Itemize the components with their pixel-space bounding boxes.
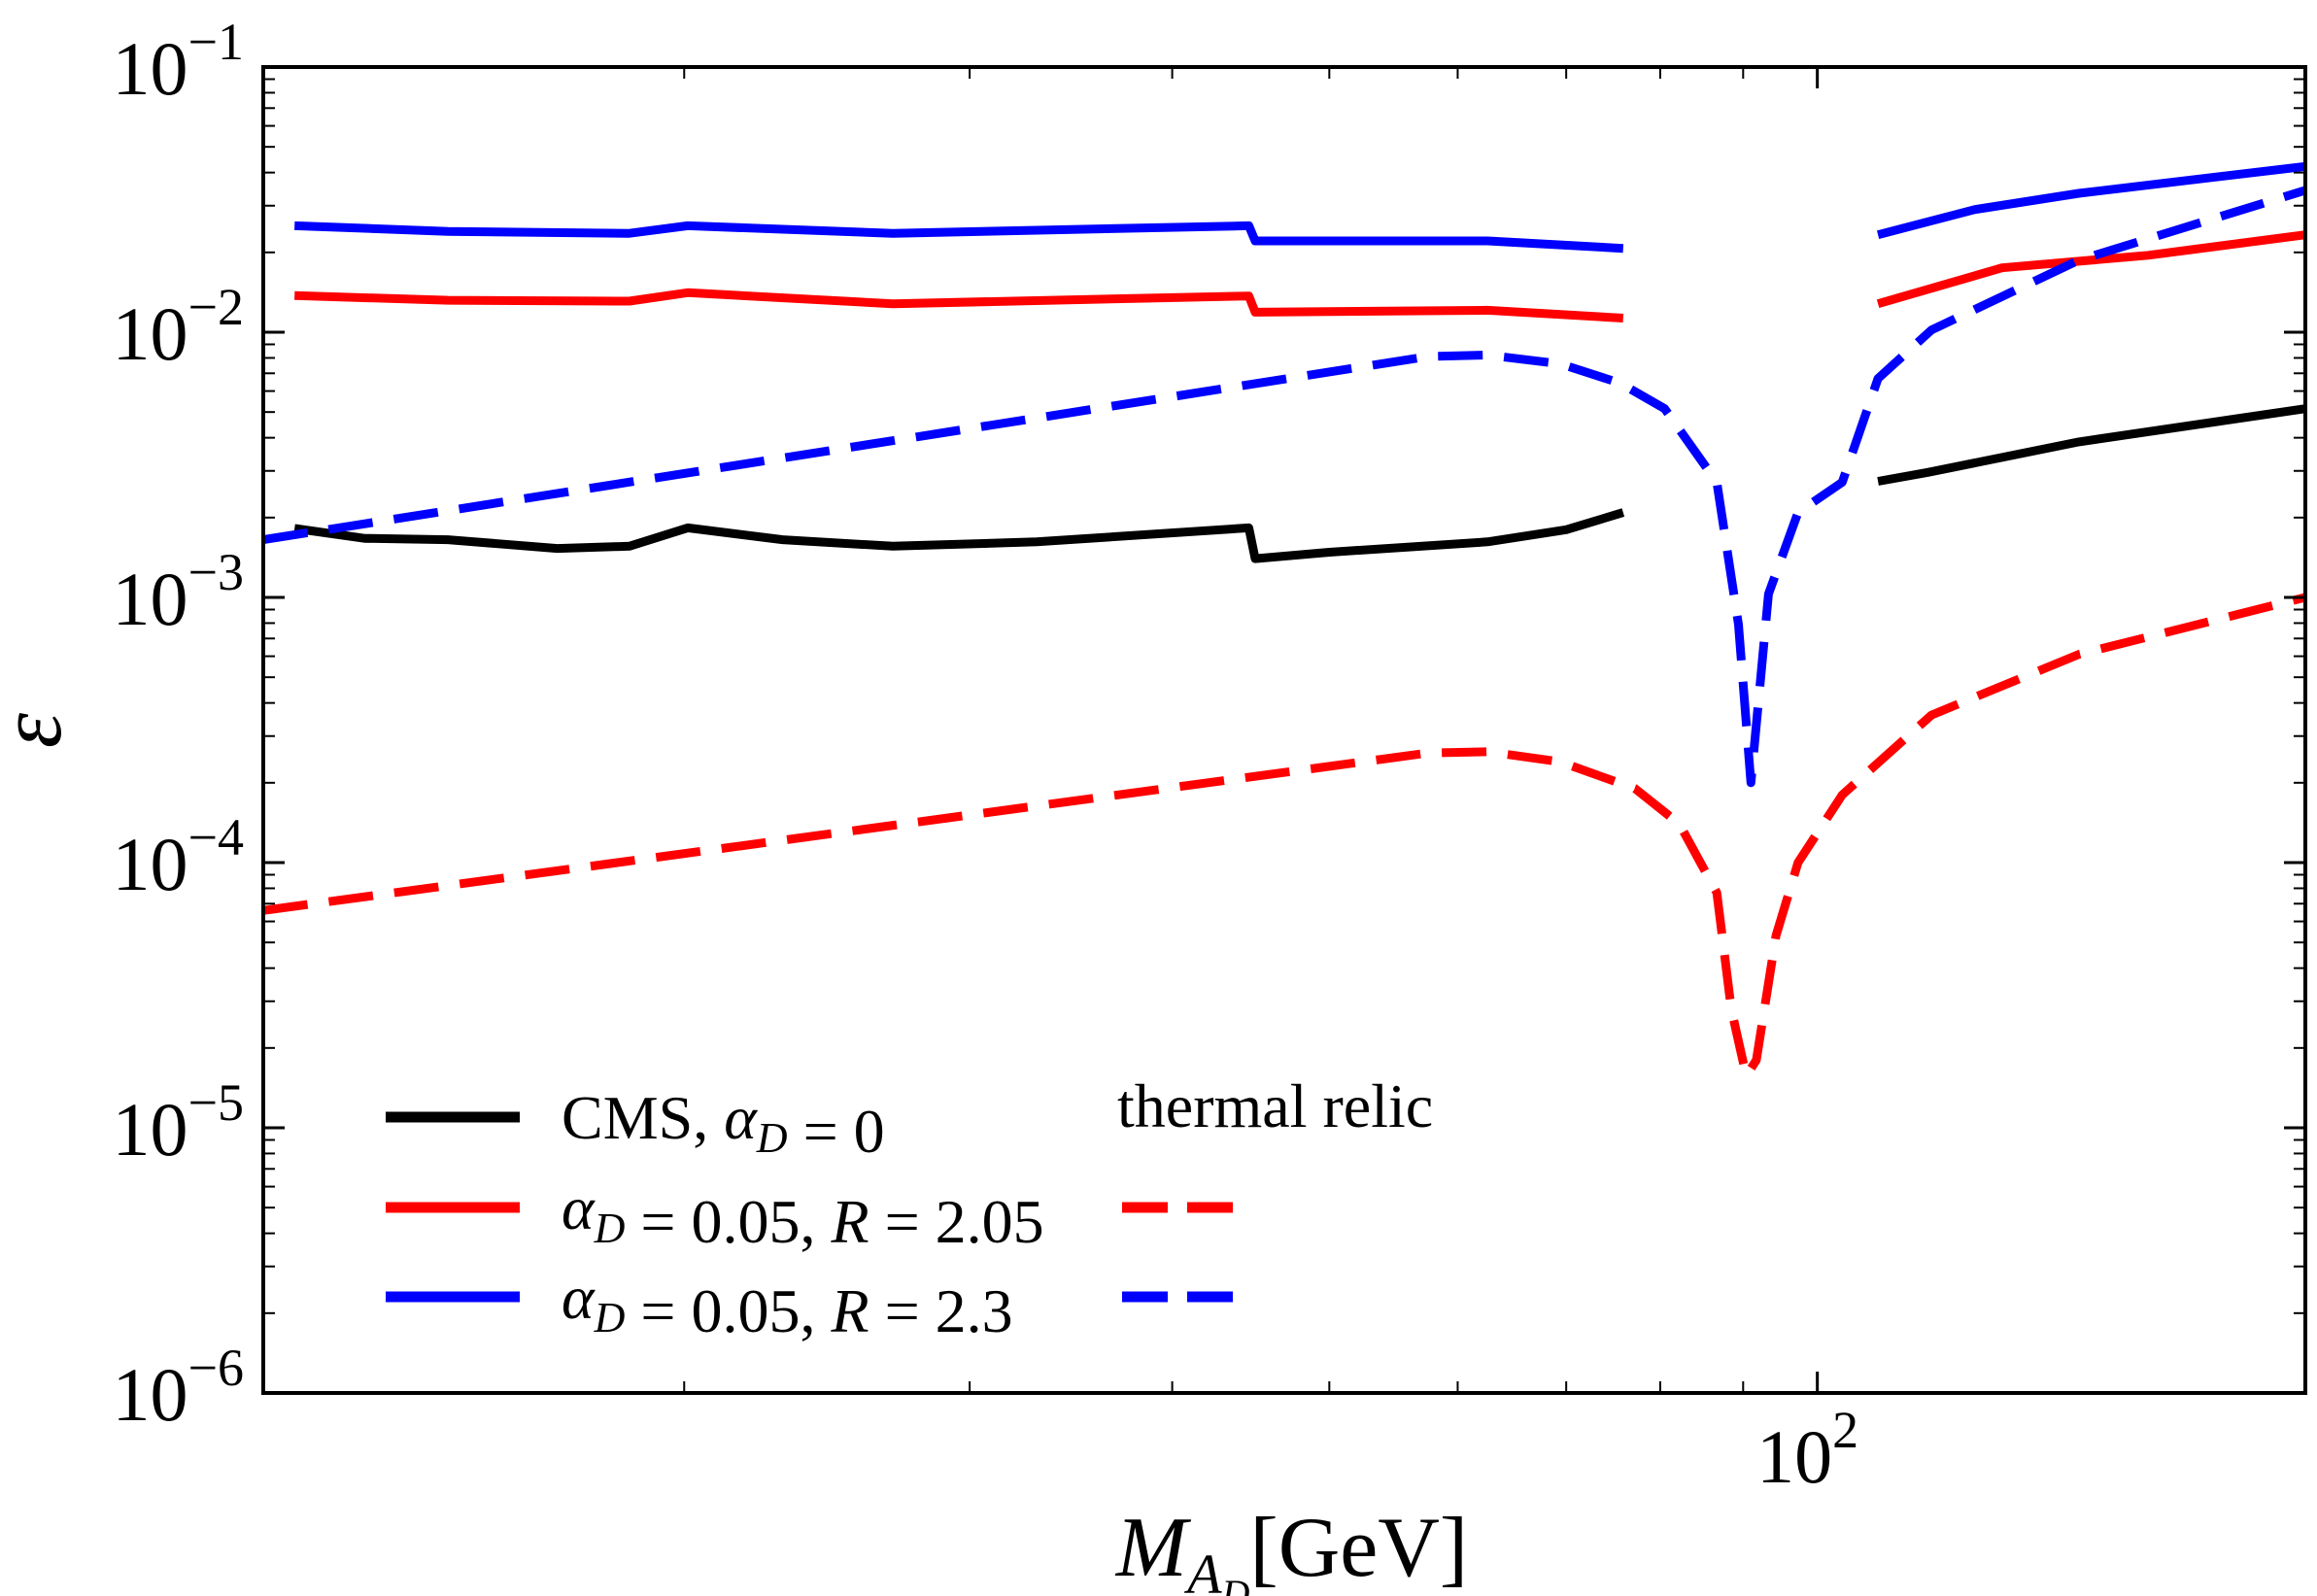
x-label-subsubscript: D (1221, 1572, 1250, 1596)
y-tick-exponent: −2 (188, 278, 244, 336)
plot-area (263, 161, 2305, 1080)
series-line-4-segment-0 (263, 186, 2305, 788)
y-tick-base: 10 (113, 822, 188, 906)
x-tick-base: 10 (1756, 1414, 1832, 1499)
y-tick-label: 10−3 (113, 543, 244, 641)
x-label-symbol: M (1114, 1501, 1192, 1595)
x-tick-label: 102 (1756, 1401, 1858, 1499)
y-tick-exponent: −6 (188, 1339, 244, 1397)
r-symbol: R (830, 1187, 869, 1256)
plot-frame (261, 65, 2307, 1395)
y-tick-exponent: −5 (188, 1073, 244, 1132)
y-tick-label: 10−1 (113, 13, 244, 111)
alpha-symbol: α (562, 1173, 596, 1242)
y-tick-label: 10−2 (113, 278, 244, 376)
y-tick-label: 10−4 (113, 808, 244, 906)
series-line-2-segment-1 (1876, 161, 2305, 240)
x-tick-exponent: 2 (1832, 1401, 1858, 1459)
series-line-1-segment-0 (294, 288, 1624, 323)
label-text: = 2.3 (869, 1276, 1013, 1345)
series-line-0-segment-1 (1877, 404, 2305, 486)
alpha-subscript: D (594, 1205, 626, 1252)
alpha-symbol: α (724, 1083, 758, 1152)
y-tick-exponent: −1 (188, 13, 244, 71)
label-text: = 0.05, (625, 1276, 831, 1345)
x-axis-label: MAD[GeV] (1114, 1501, 1468, 1596)
legend-label-0: CMS, αD = 0 (562, 1083, 885, 1166)
x-label-unit: [GeV] (1249, 1501, 1468, 1595)
y-tick-base: 10 (113, 1352, 188, 1437)
label-text: = 0.05, (625, 1187, 831, 1256)
legend-label-1: αD = 0.05, R = 2.05 (562, 1173, 1044, 1256)
y-tick-base: 10 (113, 1087, 188, 1172)
label-text: = 0 (788, 1097, 885, 1166)
y-tick-exponent: −3 (188, 543, 244, 601)
series-line-0-segment-0 (293, 508, 1625, 563)
y-tick-base: 10 (113, 26, 188, 111)
x-label-subscript: A (1183, 1543, 1222, 1596)
r-symbol: R (830, 1276, 869, 1345)
series-line-3-segment-0 (263, 593, 2305, 1080)
y-tick-label: 10−6 (113, 1339, 244, 1437)
y-tick-base: 10 (113, 291, 188, 376)
series-line-2-segment-0 (294, 221, 1624, 254)
y-tick-base: 10 (113, 557, 188, 641)
alpha-subscript: D (756, 1114, 788, 1162)
y-axis-label: ε (0, 712, 80, 748)
legend-thermal-relic-title: thermal relic (1117, 1071, 1433, 1140)
label-text: = 2.05 (869, 1187, 1044, 1256)
y-tick-label: 10−5 (113, 1073, 244, 1172)
alpha-symbol: α (562, 1263, 596, 1332)
legend-label-2: αD = 0.05, R = 2.3 (562, 1263, 1013, 1345)
series-line-1-segment-1 (1876, 230, 2305, 309)
alpha-subscript: D (594, 1294, 626, 1341)
label-text: CMS, (562, 1083, 724, 1152)
y-tick-exponent: −4 (188, 808, 244, 866)
